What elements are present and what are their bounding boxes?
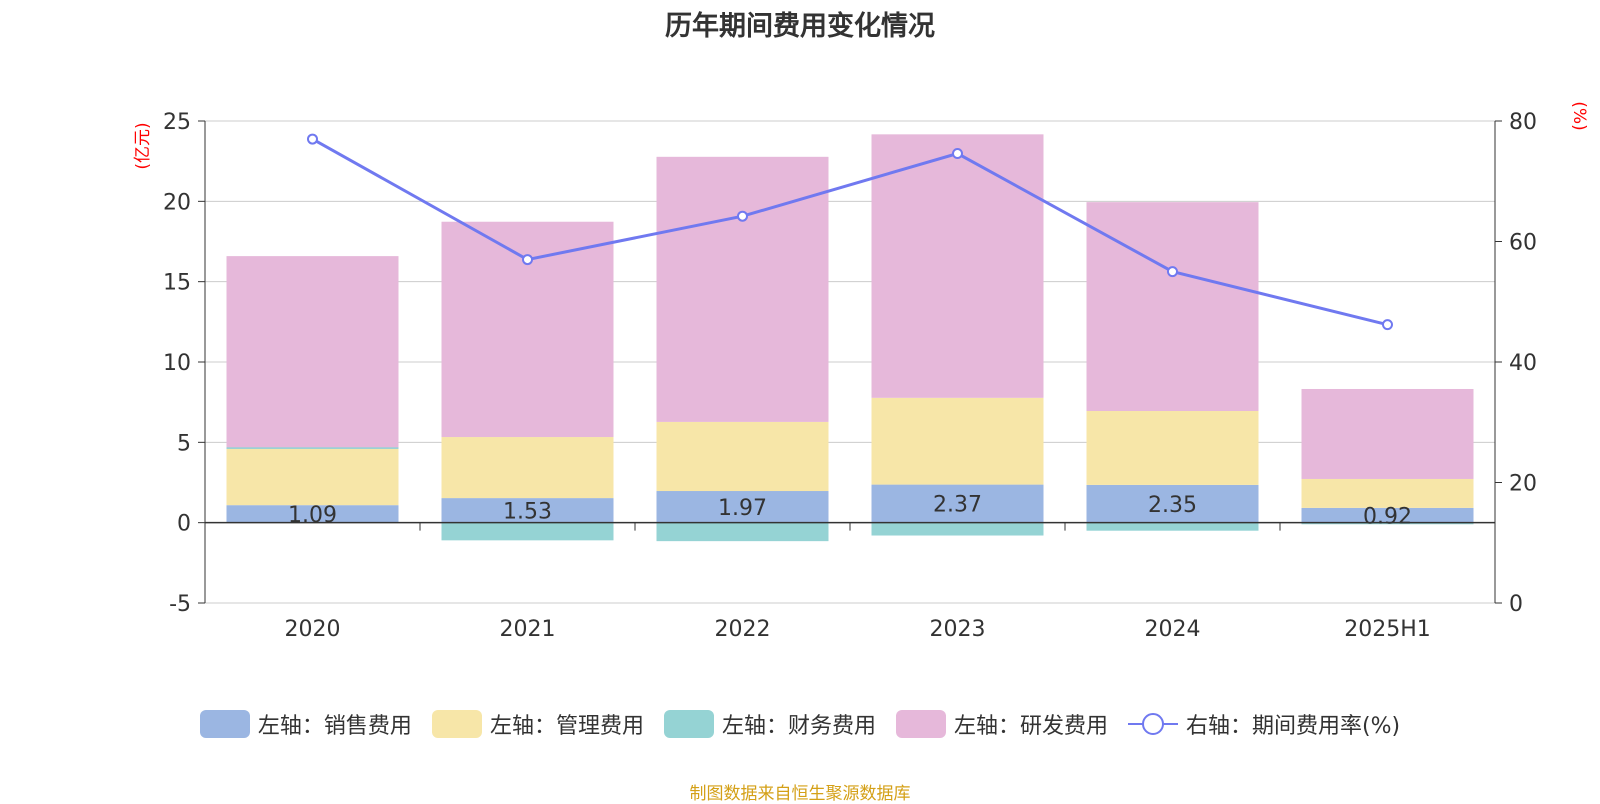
bar-sales (656, 491, 829, 523)
x-axis-tick-label: 2020 (285, 617, 341, 642)
bar-rd (441, 221, 614, 438)
bar-data-label: 1.97 (718, 496, 767, 521)
legend-item-sales[interactable]: 左轴：销售费用 (199, 708, 412, 740)
bar-admin (441, 437, 614, 499)
rate-line (311, 137, 1388, 327)
legend-label-rate: 右轴：期间费用率(%) (1185, 714, 1401, 739)
bar-data-label: 2.37 (933, 493, 982, 518)
right-axis-tick-label: 0 (1509, 592, 1523, 617)
bar-admin (871, 397, 1044, 485)
left-axis-unit: (亿元) (133, 122, 153, 169)
rate-point (952, 148, 963, 160)
x-axis-tick-label: 2024 (1145, 617, 1201, 642)
bar-sales (1086, 484, 1259, 523)
rate-point (1167, 266, 1178, 278)
left-axis-tick-label: 25 (163, 110, 191, 135)
legend-item-admin[interactable]: 左轴：管理费用 (431, 708, 644, 740)
left-axis-tick-label: 10 (163, 351, 191, 376)
bar-admin (1301, 478, 1474, 508)
bar-rd (656, 156, 829, 422)
rate-point (522, 254, 533, 266)
bar-data-label: 1.09 (288, 503, 337, 528)
bar-admin (656, 421, 829, 492)
bar-rd (1301, 388, 1474, 479)
legend-swatch-finance (663, 710, 714, 738)
bar-finance (1086, 522, 1259, 531)
left-axis-tick-label: 15 (163, 271, 191, 296)
bar-finance (1301, 522, 1474, 525)
bar-data-label: 0.92 (1363, 504, 1412, 529)
bar-admin (226, 448, 399, 506)
bar-sales (441, 498, 614, 523)
legend: 左轴：销售费用 左轴：管理费用 左轴：财务费用 左轴：研发费用 右轴：期间费用率… (0, 706, 1600, 742)
legend-item-rate[interactable]: 右轴：期间费用率(%) (1127, 708, 1401, 740)
source-note: 制图数据来自恒生聚源数据库 (689, 784, 911, 804)
legend-label-sales: 左轴：销售费用 (257, 714, 412, 739)
bar-sales (871, 484, 1044, 523)
legend-item-finance[interactable]: 左轴：财务费用 (663, 708, 876, 740)
rate-point (1382, 319, 1393, 331)
x-axis-tick-label: 2021 (500, 617, 556, 642)
bar-finance (226, 447, 399, 449)
bar-sales (226, 505, 399, 523)
right-axis-tick-label: 80 (1509, 110, 1537, 135)
right-axis-tick-label: 40 (1509, 351, 1537, 376)
legend-label-rd: 左轴：研发费用 (953, 714, 1108, 739)
left-axis-tick-label: 20 (163, 190, 191, 215)
bar-rd (871, 134, 1044, 398)
right-axis-tick-label: 60 (1509, 231, 1537, 256)
rate-point (737, 210, 748, 222)
bar-data-label: 1.53 (503, 499, 552, 524)
x-axis-tick-label: 2025H1 (1344, 617, 1431, 642)
legend-label-finance: 左轴：财务费用 (721, 714, 876, 739)
left-axis-tick-label: 0 (177, 512, 191, 537)
bar-rd (226, 256, 399, 449)
bar-admin (1086, 411, 1259, 485)
x-axis-tick-label: 2023 (930, 617, 986, 642)
right-axis-unit: (%) (1569, 101, 1589, 130)
bar-finance (656, 522, 829, 542)
legend-swatch-rd (895, 710, 946, 738)
bar-sales (1301, 507, 1474, 523)
right-axis-tick-label: 20 (1509, 472, 1537, 497)
left-axis-tick-label: 5 (177, 431, 191, 456)
rate-point (307, 133, 318, 145)
bar-finance (441, 522, 614, 541)
legend-swatch-admin (431, 710, 482, 738)
chart-title: 历年期间费用变化情况 (665, 11, 935, 42)
x-axis-tick-label: 2022 (715, 617, 771, 642)
bar-data-label: 2.35 (1148, 493, 1197, 518)
legend-swatch-rate-icon (1127, 710, 1178, 738)
bar-rd (1086, 202, 1259, 412)
left-axis-tick-label: -5 (169, 592, 191, 617)
legend-item-rd[interactable]: 左轴：研发费用 (895, 708, 1108, 740)
bar-finance (871, 522, 1044, 536)
legend-label-admin: 左轴：管理费用 (489, 714, 644, 739)
legend-swatch-sales (199, 710, 250, 738)
